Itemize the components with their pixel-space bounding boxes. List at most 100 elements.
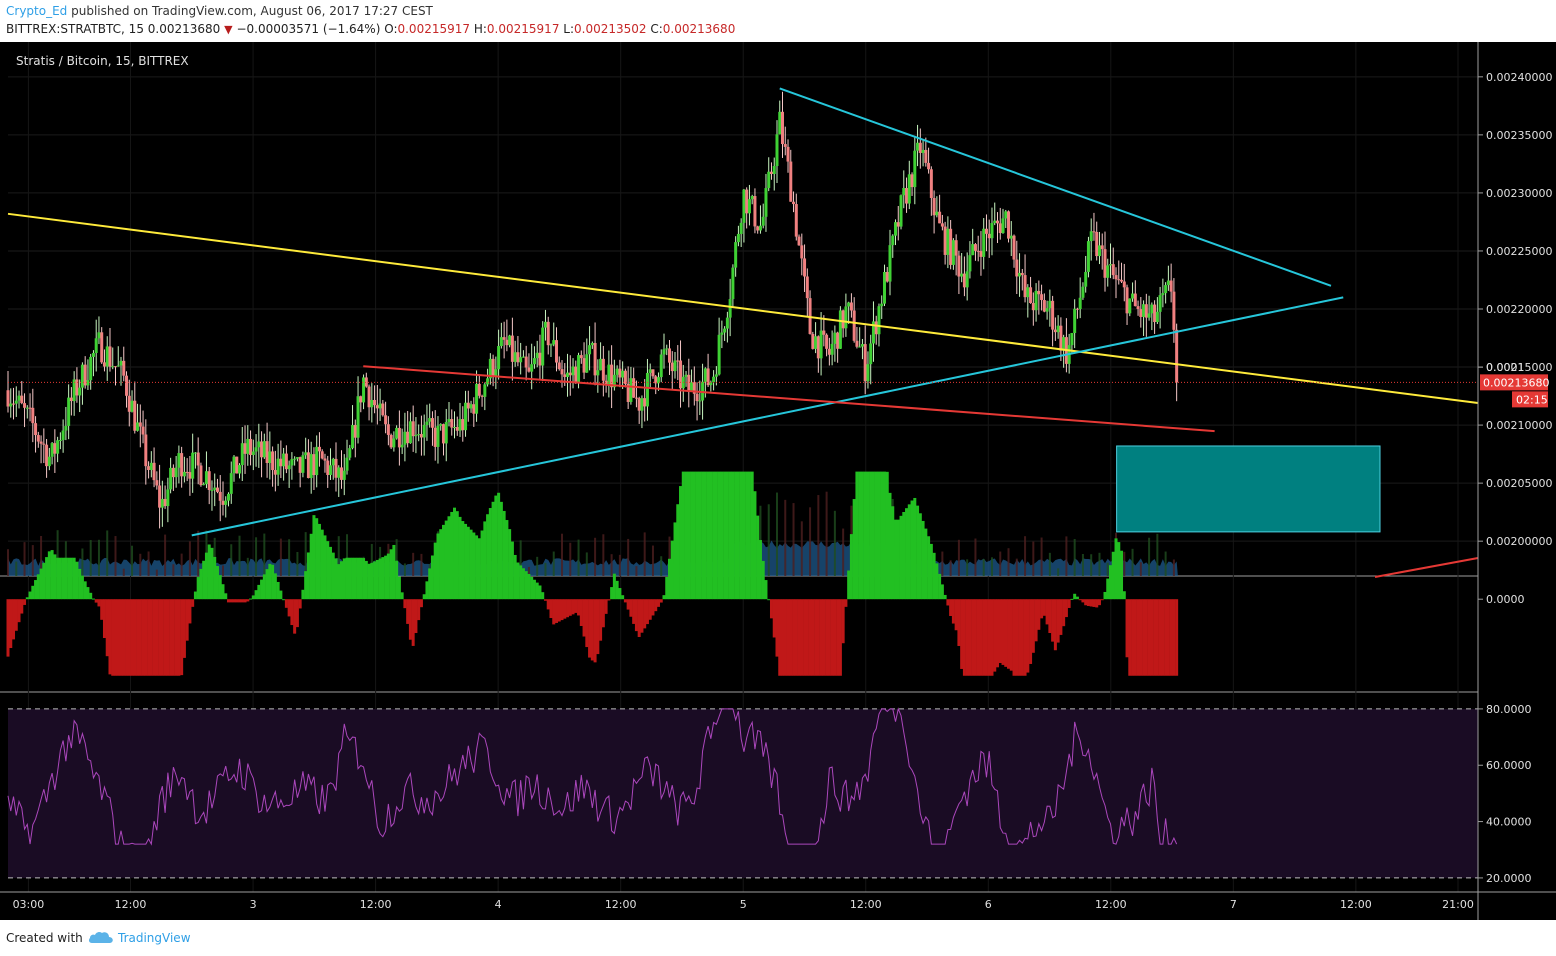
candle-body <box>662 349 666 355</box>
time-tick-label: 12:00 <box>1095 898 1127 911</box>
candle-body <box>885 272 889 282</box>
candle-body <box>323 458 327 461</box>
macd-bar <box>36 574 40 600</box>
author-link[interactable]: Crypto_Ed <box>6 4 68 18</box>
candle-body <box>758 225 762 231</box>
volume-bar <box>833 510 836 576</box>
macd-bar <box>949 599 953 617</box>
trading-chart[interactable]: 0.00240000 0.00235000 0.00230000 0.00225000… <box>0 42 1556 920</box>
candle-body <box>188 472 192 479</box>
macd-bar <box>1114 538 1118 600</box>
macd-bar <box>541 592 545 600</box>
macd-bar <box>717 471 721 600</box>
macd-bar <box>563 599 567 619</box>
macd-bar <box>182 599 186 658</box>
candle-body <box>282 453 286 467</box>
publish-info: published on TradingView.com, August 06,… <box>71 4 433 18</box>
candle-body <box>601 358 605 381</box>
candle-body <box>803 258 807 277</box>
candle-body <box>976 250 980 252</box>
tradingview-link[interactable]: TradingView <box>118 931 191 945</box>
candle-body <box>312 454 316 476</box>
candle-body <box>634 397 638 399</box>
volume-bar <box>420 553 423 576</box>
macd-bar <box>679 486 683 600</box>
candle-body <box>993 220 997 224</box>
candle-body <box>1029 287 1033 303</box>
macd-bar <box>395 560 399 600</box>
macd-bar <box>1161 599 1165 676</box>
macd-bar <box>1158 599 1162 676</box>
candle-body <box>207 471 211 491</box>
candle-body <box>262 441 266 458</box>
macd-bar <box>461 521 465 600</box>
macd-bar <box>552 599 556 625</box>
macd-bar <box>389 549 393 600</box>
macd-bar <box>532 579 536 600</box>
macd-bar <box>728 471 732 600</box>
macd-bar <box>453 507 457 600</box>
candle-body <box>640 398 644 411</box>
candle-body <box>328 465 332 475</box>
candle-body <box>163 498 167 507</box>
macd-bar <box>502 510 506 600</box>
macd-bar <box>224 593 228 600</box>
candle-body <box>1042 300 1046 312</box>
candle-body <box>422 424 426 438</box>
macd-bar <box>957 599 961 646</box>
volume-bar <box>784 499 787 576</box>
macd-bar <box>309 533 313 600</box>
volume-bar <box>1015 558 1018 576</box>
candle-body <box>174 467 178 478</box>
macd-bar <box>1020 599 1024 676</box>
macd-bar <box>882 471 886 600</box>
macd-bar <box>847 570 851 600</box>
candle-body <box>273 470 277 475</box>
macd-bar <box>359 557 363 600</box>
candle-body <box>301 455 305 473</box>
macd-bar <box>706 471 710 600</box>
macd-bar <box>301 589 305 600</box>
candle-body <box>714 374 718 377</box>
candle-body <box>461 419 465 431</box>
last-price-badge <box>1480 374 1548 391</box>
candle-body <box>913 150 917 188</box>
candle-body <box>138 422 142 427</box>
open-label: O: <box>384 22 398 36</box>
candle-body <box>566 372 570 377</box>
candle-body <box>102 362 106 367</box>
macd-bar <box>825 599 829 676</box>
candle-body <box>125 375 129 396</box>
candle-body <box>505 339 509 346</box>
volume-bar <box>1024 536 1027 576</box>
candle-body <box>193 452 197 454</box>
candle-body <box>943 226 947 255</box>
time-tick-label: 03:00 <box>13 898 45 911</box>
candle-body <box>1100 245 1104 250</box>
candle-body <box>238 465 242 474</box>
volume-bar <box>974 538 977 576</box>
macd-bar <box>229 599 233 603</box>
footer: Created with TradingView <box>0 920 1556 956</box>
candle-body <box>202 484 206 486</box>
candle-body <box>56 440 60 454</box>
volume-bar <box>519 540 522 576</box>
candle-body <box>940 223 944 227</box>
macd-bar <box>781 599 785 676</box>
macd-bar <box>1086 599 1090 607</box>
macd-bar <box>753 491 757 600</box>
macd-bar <box>64 557 68 600</box>
candle-body <box>965 271 969 288</box>
candle-body <box>483 384 487 397</box>
macd-bar <box>841 599 845 644</box>
macd-bar <box>814 599 818 676</box>
macd-bar <box>1155 599 1159 676</box>
macd-bar <box>1075 596 1079 600</box>
candle-body <box>654 376 658 384</box>
candle-body <box>122 360 126 376</box>
candle-body <box>337 467 341 478</box>
candle-body <box>1056 325 1060 333</box>
candle-body <box>1155 311 1159 323</box>
macd-bar <box>827 599 831 676</box>
candle-body <box>508 335 512 346</box>
